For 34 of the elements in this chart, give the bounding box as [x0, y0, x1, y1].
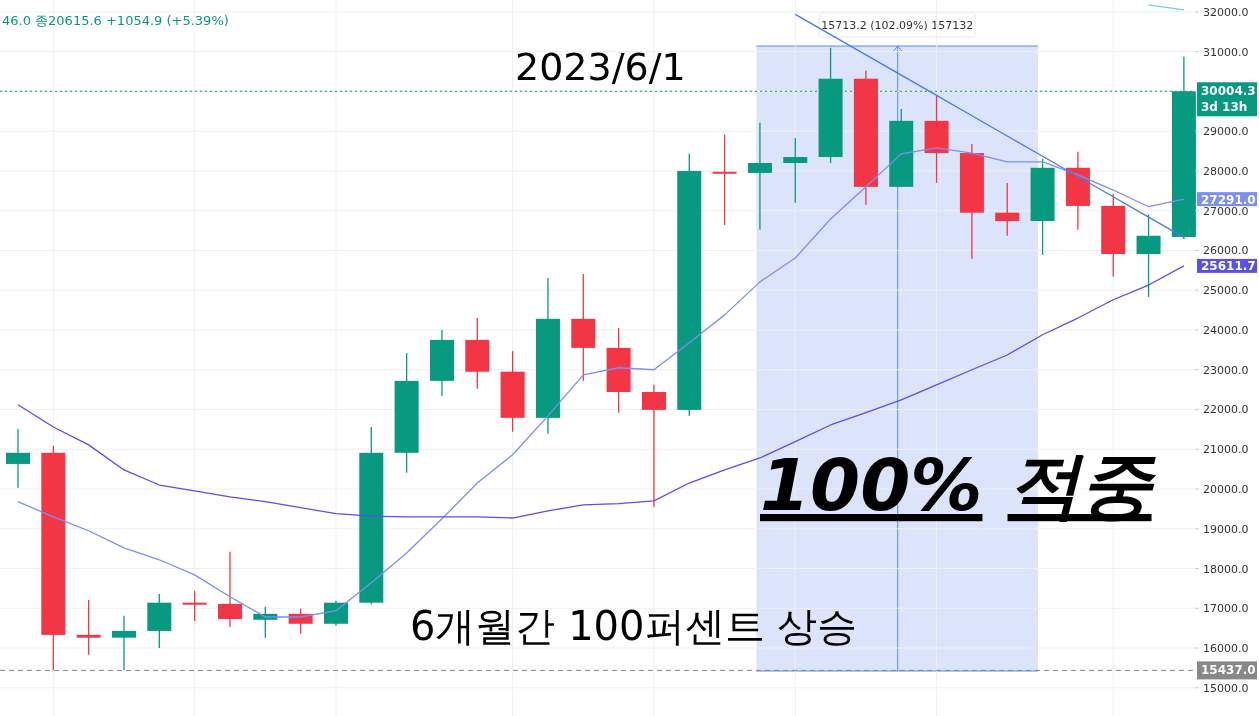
y-tick-label: 27000.0 [1203, 204, 1249, 218]
annotation: 46.0 종20615.6 +1054.9 (+5.39%) [2, 13, 229, 28]
y-tick-label: 17000.0 [1203, 602, 1249, 616]
ref-line-label: 15437.0 [1201, 663, 1256, 678]
y-tick-label: 19000.0 [1203, 522, 1249, 536]
y-tick-label: 21000.0 [1203, 443, 1249, 457]
candlestick [747, 122, 772, 231]
y-tick-label: 22000.0 [1203, 403, 1249, 417]
y-tick-label: 31000.0 [1203, 45, 1249, 59]
y-tick-label: 23000.0 [1203, 363, 1249, 377]
ref-line-label: 30004.3 3d 13h [1201, 84, 1256, 115]
y-tick-label: 28000.0 [1203, 164, 1249, 178]
y-tick-label: 32000.0 [1203, 5, 1249, 19]
candlestick [641, 384, 666, 508]
y-tick-label: 15000.0 [1203, 681, 1249, 695]
y-tick-label: 25000.0 [1203, 284, 1249, 298]
candlestick [76, 599, 101, 656]
data-label: 27291.0 [1201, 192, 1256, 207]
annotation: 100% 적중 [760, 443, 1157, 527]
annotation: 15713.2 (102.09%) 157132 [821, 19, 974, 32]
line-series [794, 13, 1185, 238]
y-tick-label: 18000.0 [1203, 562, 1249, 576]
y-tick-label: 16000.0 [1203, 642, 1249, 656]
annotation: 2023/6/1 [515, 45, 686, 89]
y-tick-label: 29000.0 [1203, 125, 1249, 139]
y-tick-label: 20000.0 [1203, 482, 1249, 496]
y-tick-label: 26000.0 [1203, 244, 1249, 258]
candlestick [783, 137, 808, 204]
candlestick [712, 134, 737, 226]
candlestick [111, 615, 136, 671]
candlestick [182, 590, 207, 622]
annotation: 6개월간 100퍼센트 상승 [410, 603, 858, 649]
data-label: 25611.7 [1201, 259, 1256, 274]
y-tick-label: 24000.0 [1203, 323, 1249, 337]
